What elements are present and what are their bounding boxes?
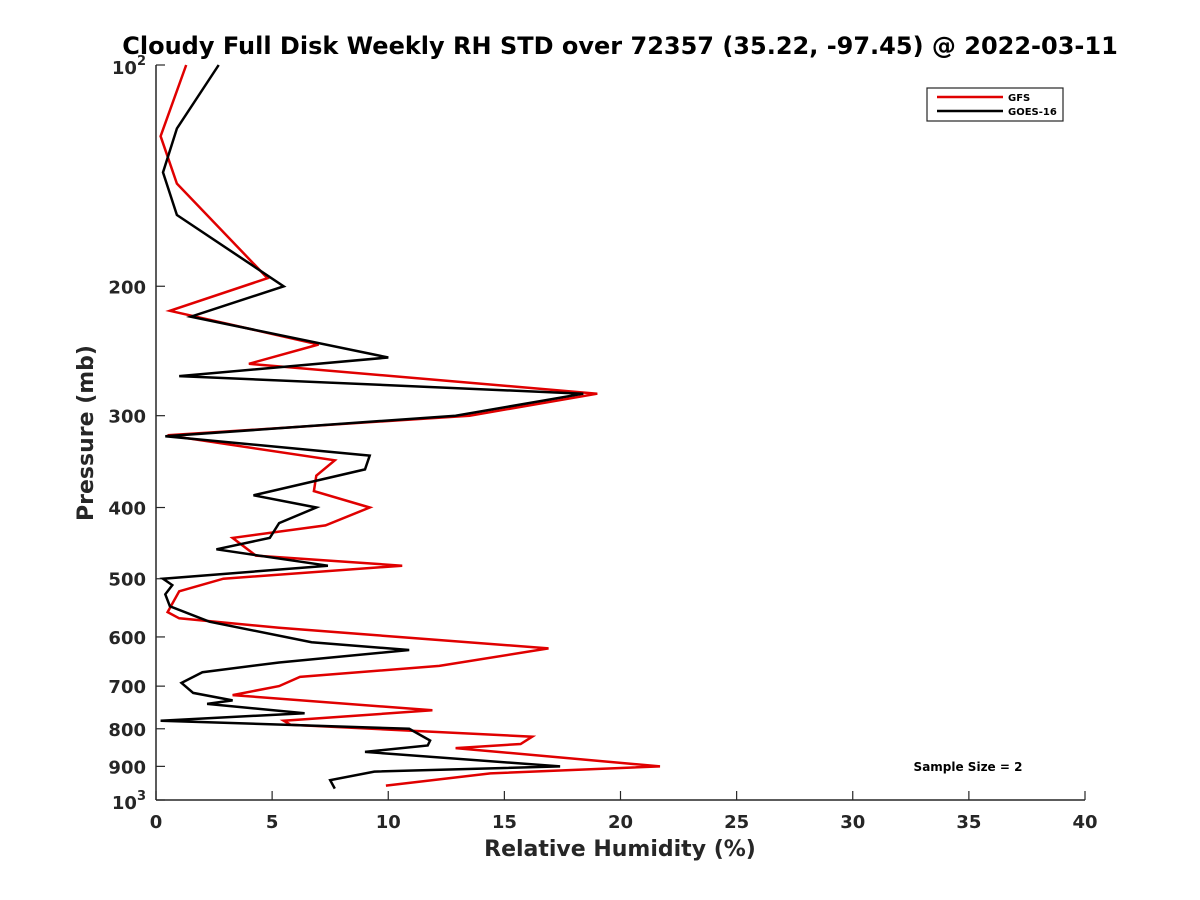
y-axis-label: Pressure (mb) (74, 345, 99, 521)
plot-axes (155, 65, 1085, 801)
y-tick-exponent: 3 (137, 789, 146, 804)
legend-entry-label: GOES-16 (1008, 107, 1057, 118)
y-tick-label-bottom: 103 (112, 789, 146, 814)
x-tick-label: 40 (1072, 812, 1097, 833)
legend-entry-label: GFS (1008, 93, 1030, 104)
x-tick-label: 30 (840, 812, 865, 833)
legend-box (926, 87, 1064, 122)
x-tick-label: 25 (724, 812, 749, 833)
series-layer (159, 64, 661, 790)
y-tick-label: 200 (108, 277, 146, 298)
x-axis-label: Relative Humidity (%) (484, 837, 756, 862)
x-ticks: 0 5 10 15 20 25 30 35 40 (150, 791, 1098, 833)
y-tick-label: 900 (108, 757, 146, 778)
y-tick-label: 700 (108, 677, 146, 698)
y-tick-exponent: 2 (137, 54, 146, 69)
series-line-gfs (159, 64, 661, 787)
x-tick-label: 35 (956, 812, 981, 833)
x-tick-label: 20 (608, 812, 633, 833)
chart-title: Cloudy Full Disk Weekly RH STD over 7235… (122, 32, 1118, 60)
sample-size-annotation: Sample Size = 2 (914, 760, 1023, 774)
y-tick-label: 500 (108, 570, 146, 591)
y-tick-label: 400 (108, 499, 146, 520)
x-tick-label: 0 (150, 812, 163, 833)
y-tick-label: 300 (108, 407, 146, 428)
y-tick-base: 10 (112, 793, 137, 814)
y-tick-base: 10 (112, 58, 137, 79)
y-tick-label: 800 (108, 720, 146, 741)
y-tick-label: 600 (108, 628, 146, 649)
series-line-goes-16 (159, 64, 584, 790)
x-tick-label: 5 (266, 812, 279, 833)
x-tick-label: 10 (376, 812, 401, 833)
legend: GFS GOES-16 (926, 87, 1064, 122)
y-tick-label-top: 102 (112, 54, 146, 79)
x-tick-label: 15 (492, 812, 517, 833)
